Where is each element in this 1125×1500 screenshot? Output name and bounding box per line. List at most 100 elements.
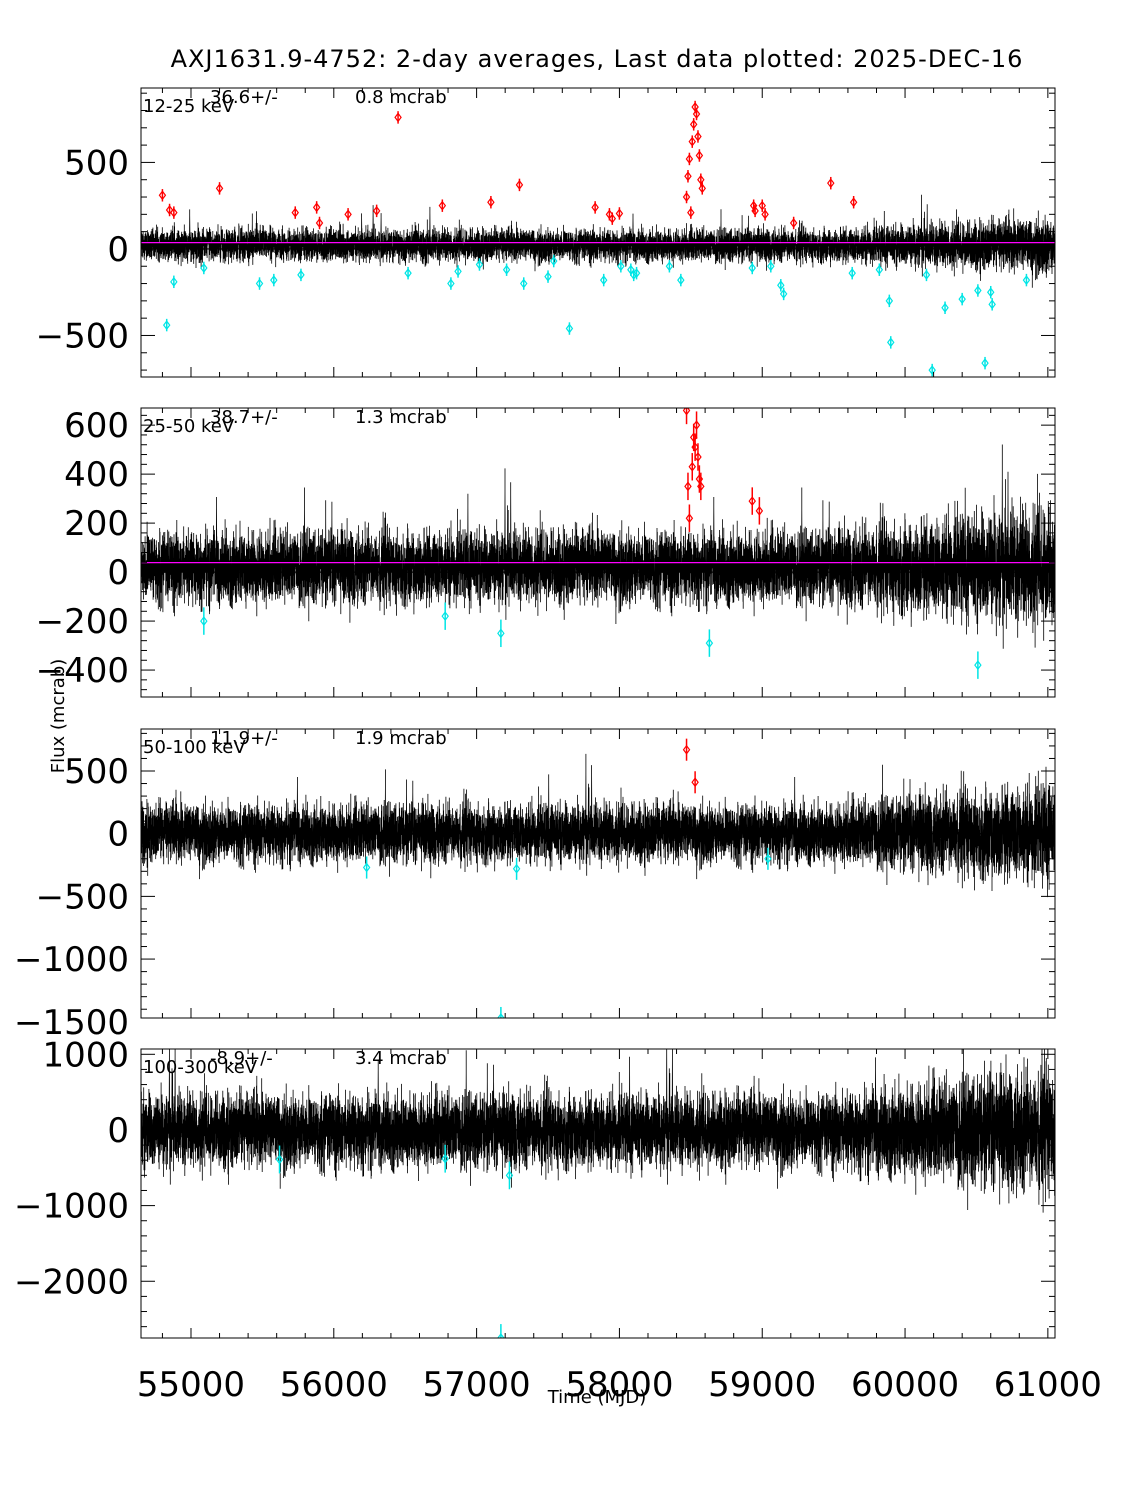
high-point [165, 203, 174, 217]
low-point [162, 318, 171, 332]
low-point [502, 263, 511, 276]
mean-value: 38.7+/- [210, 407, 278, 428]
low-point [404, 266, 412, 280]
low-point [544, 270, 552, 283]
high-point-marker [487, 197, 495, 208]
low-point-marker [255, 278, 264, 289]
high-point [748, 487, 756, 515]
low-point [632, 266, 641, 280]
high-point-marker [394, 112, 402, 123]
high-point [682, 408, 691, 425]
low-point-marker [767, 261, 775, 272]
low-point [922, 268, 931, 282]
x-tick-label: 60000 [851, 1365, 959, 1405]
high-point [761, 208, 769, 221]
low-point [974, 284, 982, 297]
high-point-marker [684, 481, 692, 492]
high-point [691, 771, 699, 794]
mean-error: 1.3 mcrab [355, 407, 447, 428]
high-point [372, 204, 381, 218]
low-point [505, 1161, 514, 1190]
low-point [705, 629, 714, 657]
low-point-marker [454, 266, 462, 277]
high-point [684, 170, 692, 183]
high-point [344, 208, 352, 221]
x-tick-label: 56000 [280, 1365, 388, 1405]
high-point [692, 411, 701, 439]
low-point [988, 298, 996, 311]
low-point-marker [297, 269, 305, 280]
low-point-marker [875, 264, 884, 275]
high-point [688, 135, 697, 148]
high-point-marker [215, 183, 224, 194]
high-point-marker [685, 153, 694, 164]
high-point-marker [692, 108, 701, 119]
mean-error: 3.4 mcrab [355, 1048, 447, 1069]
high-point [394, 111, 402, 124]
y-tick-label: 0 [107, 1111, 129, 1151]
panel-frame [140, 87, 1056, 378]
high-point-marker [755, 505, 764, 516]
low-point-marker [764, 853, 772, 864]
high-point-marker [789, 217, 798, 228]
low-point-marker [502, 264, 511, 275]
low-point [875, 263, 884, 276]
high-point-marker [684, 171, 692, 182]
mean-error: 0.8 mcrab [355, 87, 447, 108]
low-point-marker [779, 288, 788, 299]
high-point-marker [761, 209, 769, 220]
low-point-marker [958, 294, 966, 305]
low-point-marker [941, 302, 949, 313]
low-point [270, 273, 278, 287]
noise-path [141, 753, 1055, 898]
series-noise [141, 738, 1055, 1018]
high-point [682, 190, 691, 204]
high-point [158, 189, 167, 202]
high-point [758, 199, 766, 212]
low-point [497, 1006, 505, 1018]
high-point [688, 453, 697, 481]
high-point-marker [849, 197, 858, 208]
high-point [694, 443, 702, 471]
mean-error: 1.9 mcrab [355, 728, 447, 749]
high-point [689, 118, 698, 131]
mean-value: 11.9+/- [210, 728, 278, 749]
high-point [315, 216, 324, 230]
low-point-marker [1022, 275, 1031, 286]
high-point-marker [682, 408, 691, 416]
low-point [255, 277, 264, 290]
x-tick-label: 59000 [708, 1365, 816, 1405]
y-tick-label: 200 [64, 504, 129, 544]
high-point-marker [688, 136, 697, 147]
high-point-marker [688, 461, 697, 472]
low-point [599, 273, 608, 287]
high-point [687, 206, 695, 219]
low-point [764, 847, 772, 870]
noise-path [141, 1049, 1055, 1213]
high-point-marker [694, 451, 702, 462]
low-point-marker [549, 256, 558, 267]
high-point-marker [608, 213, 617, 224]
noise-path [141, 194, 1055, 288]
low-point [1022, 273, 1031, 287]
y-tick-label: 500 [64, 752, 129, 792]
low-point-marker [200, 262, 208, 273]
panel-frame [140, 728, 1056, 1019]
high-point-marker [372, 205, 381, 216]
low-point [275, 1145, 284, 1174]
y-tick-label: −500 [36, 316, 129, 356]
y-tick-label: 0 [107, 230, 129, 270]
high-point [608, 212, 617, 225]
low-point-marker [497, 1333, 505, 1338]
low-point-marker [629, 269, 638, 280]
low-point-marker [885, 295, 894, 306]
high-point [215, 182, 224, 195]
high-point [615, 207, 624, 220]
series-noise [141, 408, 1055, 679]
y-tick-label: −400 [36, 651, 129, 691]
high-point-marker [591, 202, 599, 213]
high-point-marker [827, 178, 835, 189]
low-point-marker [748, 262, 756, 273]
low-point-marker [447, 278, 455, 289]
